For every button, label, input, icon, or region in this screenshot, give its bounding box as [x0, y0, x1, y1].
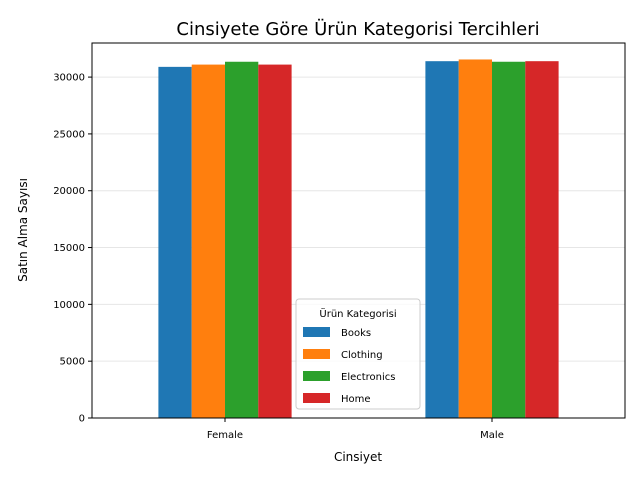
- x-tick-label: Male: [480, 430, 504, 441]
- y-axis-label: Satın Alma Sayısı: [16, 178, 30, 282]
- y-tick-label: 30000: [53, 73, 85, 84]
- chart-title: Cinsiyete Göre Ürün Kategorisi Tercihler…: [176, 18, 539, 40]
- legend-swatch-electronics: [303, 371, 330, 381]
- legend-swatch-books: [303, 327, 330, 337]
- y-axis-ticks: 0 5000 10000 15000 20000 25000 30000: [53, 73, 92, 425]
- x-axis-ticks: Female Male: [207, 418, 504, 441]
- y-tick-label: 10000: [53, 300, 85, 311]
- x-axis-label: Cinsiyet: [334, 450, 382, 464]
- bar-clothing-male: [458, 59, 492, 419]
- legend-title: Ürün Kategorisi: [319, 307, 396, 320]
- y-tick-label: 20000: [53, 186, 85, 197]
- y-tick-label: 25000: [53, 129, 85, 140]
- legend: Ürün Kategorisi Books Clothing Electronics…: [295, 298, 421, 410]
- legend-items: Books Clothing Electronics Home: [303, 327, 396, 405]
- y-tick-label: 5000: [60, 357, 85, 368]
- legend-label-electronics: Electronics: [341, 372, 396, 383]
- y-tick-label: 15000: [53, 243, 85, 254]
- legend-label-clothing: Clothing: [341, 350, 383, 361]
- bar-books-female: [158, 66, 192, 418]
- bar-home-female: [258, 64, 292, 418]
- bar-home-male: [525, 61, 559, 418]
- legend-swatch-clothing: [303, 349, 330, 359]
- legend-label-home: Home: [341, 394, 371, 405]
- y-tick-label: 0: [79, 414, 85, 425]
- x-tick-label: Female: [207, 430, 243, 441]
- legend-swatch-home: [303, 393, 330, 403]
- bars: [158, 59, 559, 419]
- legend-box: [295, 298, 421, 410]
- bar-electronics-male: [492, 61, 526, 418]
- bar-books-male: [425, 61, 459, 418]
- bar-clothing-female: [191, 64, 225, 418]
- bar-electronics-female: [225, 61, 259, 418]
- legend-label-books: Books: [341, 328, 371, 339]
- plot-frame: [91, 42, 626, 419]
